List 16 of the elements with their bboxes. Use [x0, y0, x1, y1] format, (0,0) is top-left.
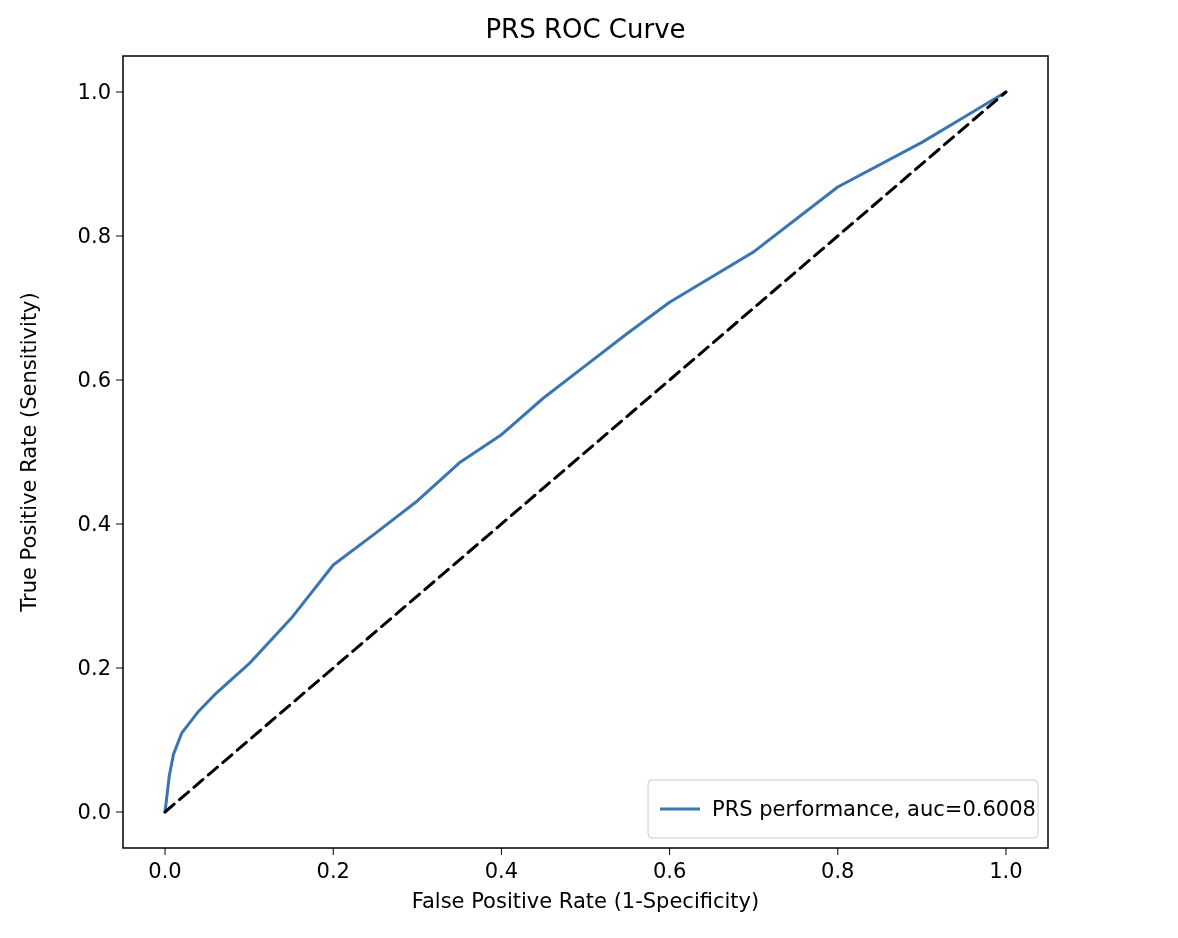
- x-tick-label: 0.2: [316, 859, 350, 883]
- y-axis-title: True Positive Rate (Sensitivity): [17, 292, 41, 613]
- x-axis-title: False Positive Rate (1-Specificity): [411, 889, 760, 913]
- x-tick-label: 0.0: [148, 859, 182, 883]
- y-tick-label: 0.4: [77, 512, 111, 537]
- y-tick-label: 0.6: [77, 368, 111, 393]
- y-tick-label: 0.0: [77, 800, 111, 825]
- x-tick-label: 1.0: [989, 859, 1023, 883]
- x-tick-label: 0.6: [652, 859, 687, 883]
- y-tick-label: 0.2: [77, 656, 111, 681]
- x-tick-label: 0.4: [484, 859, 519, 883]
- legend-label: PRS performance, auc=0.6008: [712, 797, 1036, 822]
- y-tick-label: 0.8: [77, 224, 111, 249]
- chart-title: PRS ROC Curve: [485, 14, 686, 44]
- y-tick-label: 1.0: [77, 80, 111, 105]
- x-tick-label: 0.8: [821, 859, 855, 883]
